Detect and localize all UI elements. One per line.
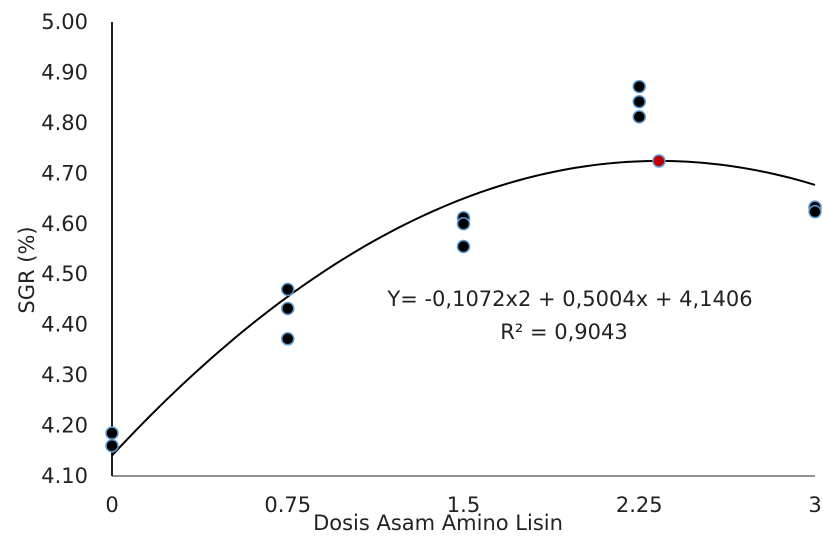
- x-tick-label: 0.75: [264, 493, 311, 517]
- y-tick-label: 4.30: [41, 363, 88, 387]
- y-tick-label: 4.20: [41, 414, 88, 438]
- x-axis-title: Dosis Asam Amino Lisin: [313, 511, 563, 535]
- data-point: [105, 438, 119, 453]
- y-tick-label: 4.70: [41, 161, 88, 185]
- y-tick-label: 4.50: [41, 262, 88, 286]
- y-tick-label: 4.90: [41, 60, 88, 84]
- y-tick-label: 5.00: [41, 10, 88, 34]
- polynomial-trendline: [111, 159, 816, 457]
- r-squared-label: R² = 0,9043: [500, 320, 627, 344]
- data-point: [632, 94, 646, 109]
- data-point: [632, 110, 646, 124]
- x-tick-label: 1.5: [447, 493, 480, 517]
- x-tick-label: 3: [808, 493, 821, 517]
- optimum-point: [652, 154, 666, 168]
- y-tick-label: 4.80: [41, 111, 88, 135]
- x-tick-label: 2.25: [616, 493, 663, 517]
- y-tick-label: 4.60: [41, 212, 88, 236]
- x-axis-tick-labels: 0 0.75 1.5 2.25 3: [105, 493, 821, 517]
- data-point: [456, 239, 471, 254]
- data-point: [281, 301, 295, 316]
- y-tick-label: 4.10: [41, 464, 88, 488]
- trendline-equation: Y= -0,1072x2 + 0,5004x + 4,1406: [386, 287, 752, 311]
- data-point: [456, 217, 471, 231]
- data-point: [281, 282, 295, 297]
- y-tick-label: 4.40: [41, 313, 88, 337]
- data-point: [808, 204, 822, 219]
- y-axis-title: SGR (%): [15, 226, 39, 313]
- x-tick-label: 0: [105, 493, 118, 517]
- y-axis-tick-labels: 4.10 4.20 4.30 4.40 4.50 4.60 4.70 4.80 4.90 5.00: [41, 10, 88, 488]
- data-points: [105, 79, 822, 453]
- data-point: [632, 79, 646, 94]
- data-point: [281, 332, 295, 346]
- data-point: [105, 426, 119, 440]
